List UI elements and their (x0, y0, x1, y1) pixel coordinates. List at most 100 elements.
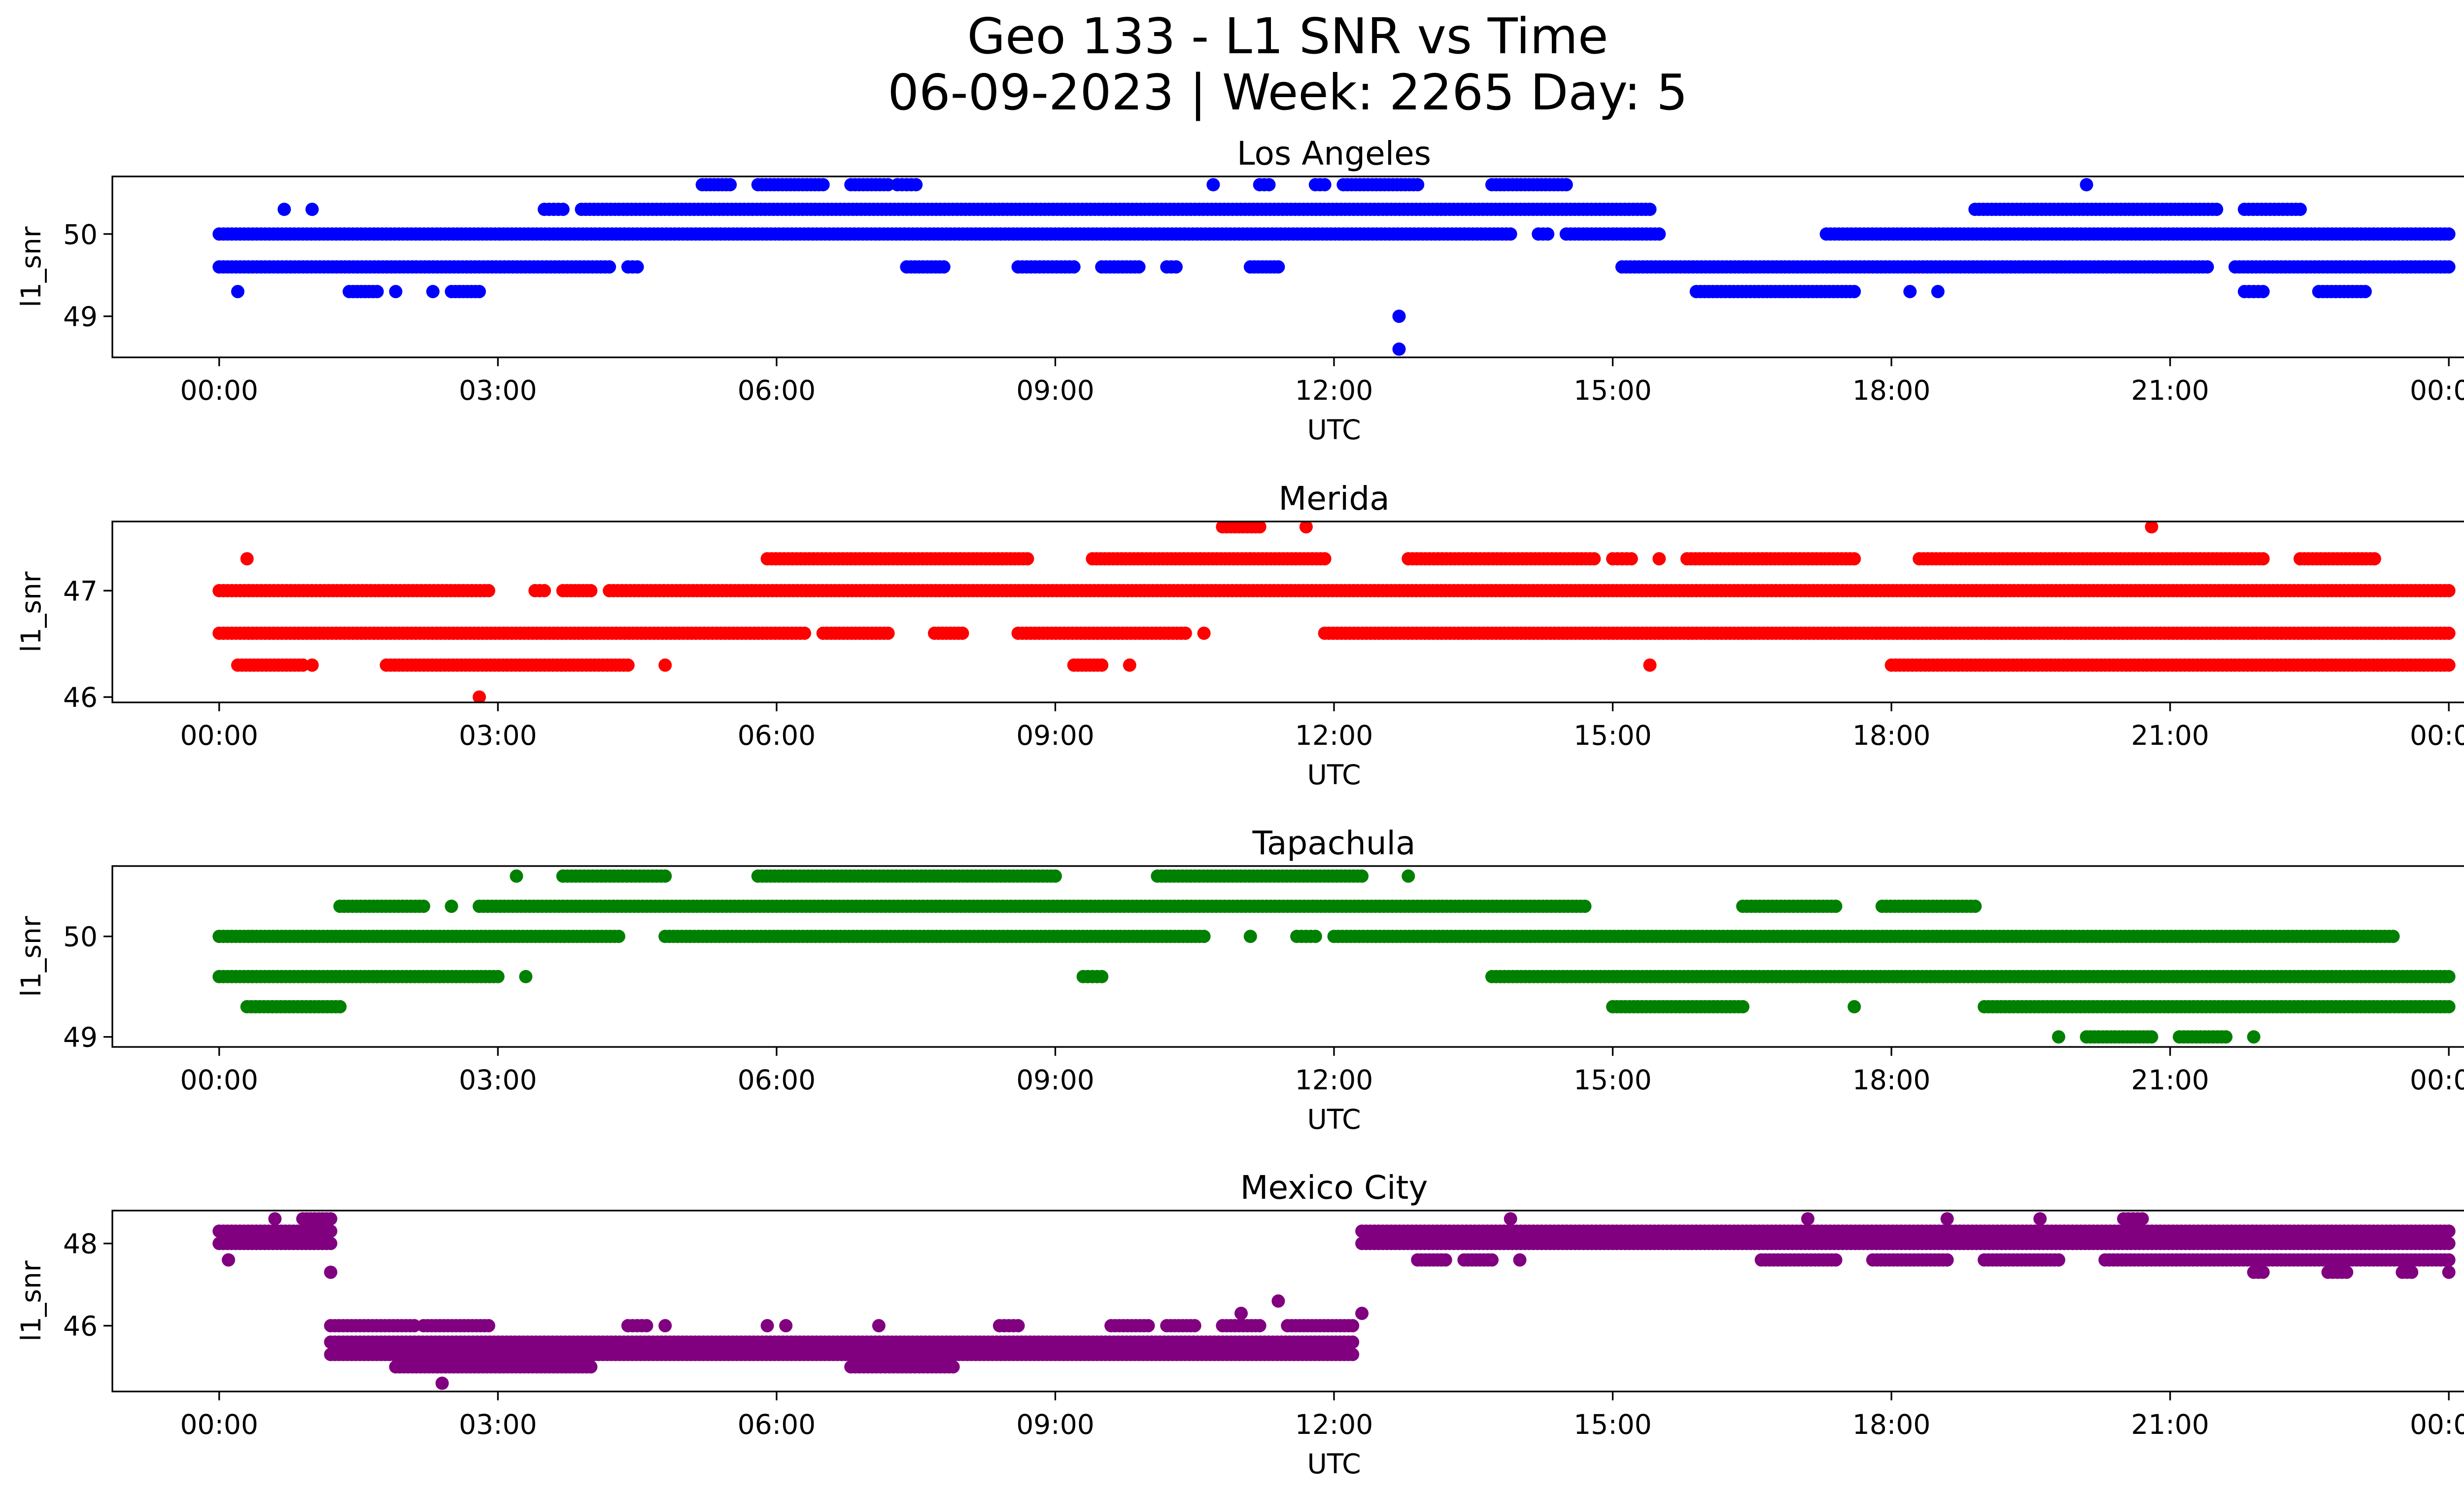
x-tick-label: 15:00 (1574, 375, 1652, 406)
figure-title: Geo 133 - L1 SNR vs Time (967, 7, 1608, 65)
data-point (630, 260, 644, 274)
data-point (1243, 930, 1257, 943)
data-point (482, 584, 495, 597)
data-point (1271, 260, 1285, 274)
data-point (1355, 869, 1369, 883)
data-point (510, 869, 523, 883)
data-point (1197, 930, 1211, 943)
data-point (2442, 227, 2456, 241)
y-tick-label: 46 (63, 682, 98, 713)
data-point (1262, 178, 1276, 192)
data-point (1392, 310, 1406, 323)
x-tick-label: 03:00 (459, 375, 537, 406)
data-point (2442, 626, 2456, 640)
data-point (333, 1000, 347, 1013)
data-point (1624, 552, 1638, 566)
data-point (426, 285, 440, 298)
data-point (798, 626, 811, 640)
figure-subtitle: 06-09-2023 | Week: 2265 Day: 5 (888, 64, 1687, 121)
data-point (491, 970, 505, 983)
x-tick-label: 03:00 (459, 720, 537, 751)
x-tick-label: 18:00 (1852, 375, 1931, 406)
x-tick-label: 09:00 (1016, 375, 1095, 406)
data-point (1197, 626, 1211, 640)
data-points (212, 1212, 2456, 1390)
x-tick-label: 09:00 (1016, 1064, 1095, 1096)
data-point (2080, 178, 2093, 192)
x-tick-label: 15:00 (1574, 720, 1652, 751)
data-point (2210, 203, 2224, 216)
x-tick-label: 12:00 (1295, 1064, 1373, 1096)
data-point (723, 178, 737, 192)
data-point (1848, 552, 1861, 566)
data-point (445, 900, 458, 913)
data-point (2135, 1212, 2149, 1226)
x-axis-label: UTC (1307, 1104, 1361, 1135)
data-point (658, 869, 672, 883)
x-tick-label: 09:00 (1016, 720, 1095, 751)
data-point (1318, 552, 1332, 566)
data-point (277, 203, 291, 216)
data-point (389, 285, 403, 298)
data-point (1411, 178, 1425, 192)
data-point (2442, 1224, 2456, 1238)
axes-frame (111, 521, 2464, 703)
data-point (1299, 522, 1313, 534)
data-point (1931, 285, 1945, 298)
data-point (473, 285, 486, 298)
data-point (1968, 900, 1982, 913)
data-point (621, 658, 635, 672)
data-point (1021, 552, 1034, 566)
data-point (2247, 1030, 2260, 1044)
data-points (212, 178, 2456, 356)
data-point (1095, 658, 1109, 672)
data-point (1504, 227, 1517, 241)
x-tick-label: 00:00 (2410, 720, 2464, 751)
x-tick-label: 21:00 (2131, 720, 2209, 751)
data-point (2200, 260, 2214, 274)
data-point (2367, 552, 2381, 566)
x-axis-label: UTC (1307, 759, 1361, 791)
data-point (240, 552, 254, 566)
x-tick-label: 06:00 (738, 375, 816, 406)
data-point (2052, 1030, 2065, 1044)
data-point (417, 900, 430, 913)
data-point (2442, 658, 2456, 672)
data-point (2293, 203, 2307, 216)
data-point (1848, 285, 1861, 298)
data-point (1308, 930, 1322, 943)
x-tick-label: 21:00 (2131, 375, 2209, 406)
data-point (1048, 869, 1062, 883)
data-points (212, 869, 2456, 1044)
data-points (212, 522, 2456, 702)
data-point (2145, 522, 2158, 534)
data-point (816, 178, 830, 192)
x-tick-label: 06:00 (738, 1064, 816, 1096)
x-tick-label: 00:00 (2410, 1064, 2464, 1096)
axes-frame (111, 865, 2464, 1048)
data-point (956, 626, 969, 640)
y-axis-label: l1_snr (15, 571, 47, 652)
data-point (1848, 1000, 1861, 1013)
data-point (1206, 178, 1220, 192)
data-point (296, 658, 309, 672)
data-point (1504, 1212, 1517, 1226)
x-tick-label: 00:00 (180, 1064, 259, 1096)
data-point (603, 260, 616, 274)
x-tick-label: 21:00 (2131, 1064, 2209, 1096)
panel-title: Merida (1278, 480, 1389, 518)
data-point (538, 584, 551, 597)
data-point (1652, 227, 1666, 241)
data-point (519, 970, 533, 983)
data-point (658, 658, 672, 672)
data-point (1643, 203, 1657, 216)
data-point (1253, 522, 1266, 534)
data-point (2442, 260, 2456, 274)
data-point (937, 260, 951, 274)
y-tick-label: 50 (63, 219, 98, 250)
panel-title: Mexico City (1240, 1169, 1428, 1207)
data-point (231, 285, 244, 298)
data-point (881, 178, 895, 192)
